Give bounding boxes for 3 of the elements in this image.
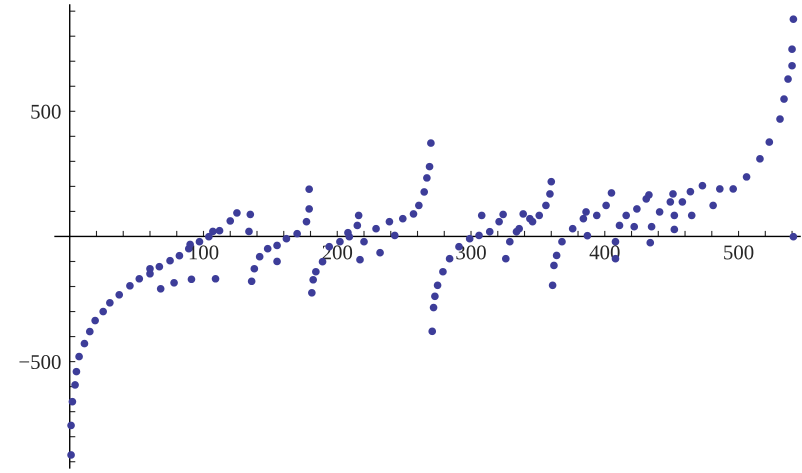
y-tick-label: −500 (19, 354, 61, 370)
x-tick-label: 100 (190, 245, 218, 260)
x-tick-label: 500 (724, 245, 754, 260)
